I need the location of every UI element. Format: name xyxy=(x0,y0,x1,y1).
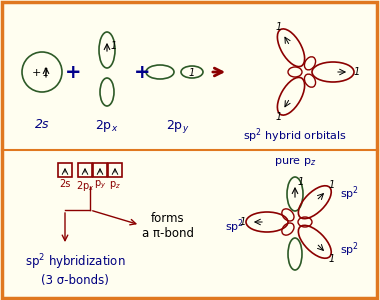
Text: 1: 1 xyxy=(298,177,304,187)
Text: 2p$_y$: 2p$_y$ xyxy=(166,118,190,135)
Text: 2s: 2s xyxy=(35,118,49,131)
Text: sp$^2$ hybridization
(3 σ-bonds): sp$^2$ hybridization (3 σ-bonds) xyxy=(25,252,125,286)
Text: +: + xyxy=(134,62,150,82)
Text: sp$^2$ hybrid orbitals: sp$^2$ hybrid orbitals xyxy=(243,126,347,145)
Text: 2p$_x$: 2p$_x$ xyxy=(95,118,119,134)
Text: p$_z$: p$_z$ xyxy=(109,179,121,191)
Text: sp$^2$: sp$^2$ xyxy=(225,218,245,236)
Text: pure p$_z$: pure p$_z$ xyxy=(274,155,316,168)
Text: 1: 1 xyxy=(276,22,282,32)
Text: 1: 1 xyxy=(240,217,246,227)
Text: 2s: 2s xyxy=(59,179,71,189)
Text: 1: 1 xyxy=(329,180,335,190)
Text: 1: 1 xyxy=(276,112,282,122)
Text: 1: 1 xyxy=(43,68,49,78)
Text: +: + xyxy=(31,68,41,78)
Text: 1: 1 xyxy=(329,254,335,264)
Text: 1: 1 xyxy=(111,41,117,51)
Text: sp$^2$: sp$^2$ xyxy=(340,241,359,259)
Text: 1: 1 xyxy=(354,67,360,77)
Text: forms
a π-bond: forms a π-bond xyxy=(142,212,194,240)
Text: sp$^2$: sp$^2$ xyxy=(340,185,359,203)
Text: +: + xyxy=(65,62,81,82)
Text: 2p$_x$: 2p$_x$ xyxy=(76,179,94,193)
Text: p$_y$: p$_y$ xyxy=(94,179,106,191)
Text: 1: 1 xyxy=(189,68,195,78)
